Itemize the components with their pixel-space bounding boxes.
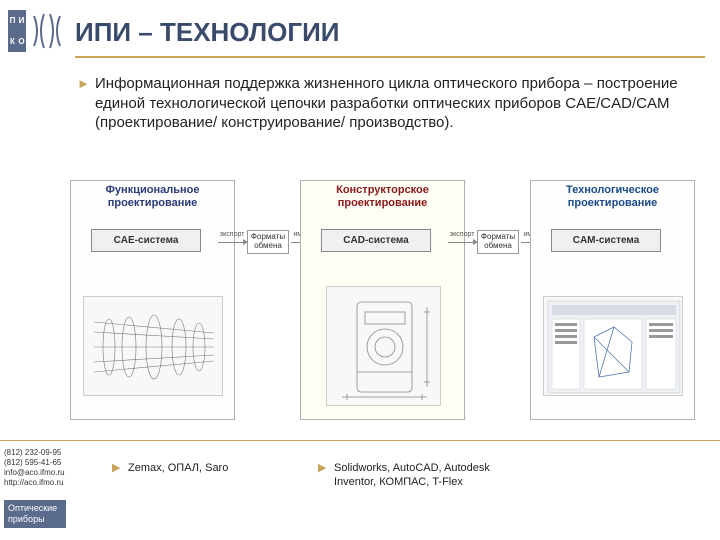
workflow-diagram: Функциональное проектирование CAE-систем… — [70, 180, 700, 425]
panel-title-functional: Функциональное проектирование — [71, 181, 234, 212]
panel-title-tech: Технологическое проектирование — [531, 181, 694, 212]
footer-label: Оптические приборы — [4, 500, 66, 528]
logo-letter: П — [8, 10, 17, 31]
contact-email: info@aco.ifmo.ru — [4, 468, 65, 478]
panel-tech: Технологическое проектирование CAM-систе… — [530, 180, 695, 420]
export-label-2: экспорт — [448, 231, 476, 238]
contact-phone1: (812) 232-09-95 — [4, 448, 65, 458]
logo-letter: О — [17, 31, 26, 52]
arrow-export-2 — [448, 242, 474, 243]
cad-illustration — [326, 286, 441, 406]
cam-illustration — [543, 296, 683, 396]
intro-text: Информационная поддержка жизненного цикл… — [95, 74, 685, 133]
software-cae: Zemax, ОПАЛ, Saro — [128, 461, 268, 475]
logo-letters: П И К О — [8, 10, 26, 52]
cam-system-box: CAM-система — [551, 229, 661, 252]
intro-bullet-icon: ► — [77, 76, 90, 91]
export-label-1: экспорт — [218, 231, 246, 238]
lens-icon — [30, 12, 64, 50]
exchange-box-1: Форматы обмена — [247, 230, 289, 254]
panel-functional: Функциональное проектирование CAE-систем… — [70, 180, 235, 420]
logo-letter: К — [8, 31, 17, 52]
cae-system-box: CAE-система — [91, 229, 201, 252]
panel-design: Конструкторское проектирование CAD-систе… — [300, 180, 465, 420]
exchange-box-2: Форматы обмена — [477, 230, 519, 254]
bullet-icon: ▶ — [318, 461, 326, 474]
contact-url: http://aco.ifmo.ru — [4, 478, 65, 488]
title-bar: ИПИ – ТЕХНОЛОГИИ — [75, 12, 339, 52]
panel-title-design: Конструкторское проектирование — [301, 181, 464, 212]
contact-block: (812) 232-09-95 (812) 595-41-65 info@aco… — [4, 448, 65, 488]
cad-system-box: CAD-система — [321, 229, 431, 252]
arrow-export-1 — [218, 242, 244, 243]
logo: П И К О — [8, 10, 63, 52]
title-separator — [75, 56, 705, 58]
bullet-icon: ▶ — [112, 461, 120, 474]
software-cad: Solidworks, AutoCAD, Autodesk Inventor, … — [334, 461, 514, 490]
cae-illustration — [83, 296, 223, 396]
page-title: ИПИ – ТЕХНОЛОГИИ — [75, 17, 339, 48]
contact-phone2: (812) 595-41-65 — [4, 458, 65, 468]
logo-letter: И — [17, 10, 26, 31]
footer-separator — [0, 440, 720, 441]
